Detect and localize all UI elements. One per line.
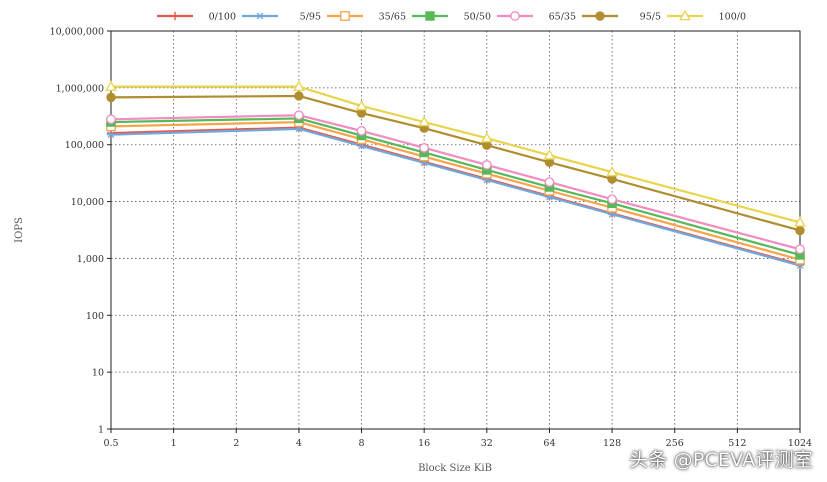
legend-label: 65/35	[549, 12, 576, 23]
data-point-100-0	[355, 99, 368, 111]
y-tick-label: 1	[98, 425, 104, 436]
series-line-35-65	[110, 120, 801, 261]
x-tick-label: 256	[666, 438, 684, 449]
y-axis-title: IOPS	[14, 217, 25, 243]
data-point-65-35	[607, 194, 617, 205]
legend-marker	[510, 11, 520, 21]
legend-item-5-95: 5/95	[242, 12, 321, 23]
x-tick-label: 128	[603, 438, 621, 449]
legend-item-100-0: 100/0	[667, 9, 746, 23]
series-line-100-0	[111, 85, 801, 224]
y-tick-label: 1,000,000	[56, 83, 104, 94]
legend-item-35-65: 35/65	[327, 11, 406, 23]
y-axis-ticks: 1 10 100 1,000 10,000 100,000 1,000,000 10,000,…	[50, 27, 111, 436]
data-point-65-35	[481, 160, 492, 170]
legend-label: 5/95	[300, 12, 321, 23]
y-tick-label: 10,000,000	[50, 27, 104, 38]
legend-marker	[340, 11, 350, 21]
data-point-100-0	[480, 132, 493, 143]
x-tick-label: 4	[296, 438, 302, 449]
legend-marker	[425, 11, 435, 21]
data-point-95-5	[795, 225, 805, 236]
legend-marker	[170, 11, 180, 21]
legend: 0/100 5/95 35/65 50/50 65/35 95/5 100/0	[157, 9, 746, 23]
legend-marker	[679, 9, 691, 21]
x-tick-label: 64	[543, 438, 555, 449]
data-point-65-35	[294, 110, 304, 121]
data-point-100-0	[418, 115, 431, 127]
data-point-100-0	[543, 149, 556, 160]
y-tick-label: 100	[86, 311, 104, 322]
data-point-65-35	[419, 143, 430, 153]
data-point-95-5	[294, 91, 304, 101]
y-tick-label: 1,000	[77, 254, 104, 265]
legend-item-50-50: 50/50	[412, 11, 491, 23]
data-point-65-35	[795, 244, 805, 255]
legend-label: 95/5	[640, 12, 661, 23]
data-point-65-35	[106, 114, 116, 125]
x-axis-title: Block Size KiB	[418, 463, 492, 474]
watermark-text: 头条 @PCEVA评测室	[629, 449, 813, 471]
x-tick-label: 8	[359, 438, 365, 449]
x-tick-label: 512	[728, 438, 746, 449]
series-line-95-5	[110, 94, 801, 232]
data-point-65-35	[356, 126, 367, 136]
legend-label: 100/0	[719, 12, 746, 23]
x-tick-label: 2	[233, 438, 239, 449]
x-tick-label: 1024	[788, 438, 812, 449]
y-tick-label: 100,000	[65, 140, 104, 151]
series-markers	[105, 80, 806, 269]
legend-marker	[595, 11, 605, 21]
legend-label: 0/100	[209, 12, 236, 23]
series-lines	[110, 85, 801, 267]
series-line-65-35	[110, 114, 801, 251]
data-point-100-0	[105, 80, 117, 91]
grid-lines	[111, 31, 800, 429]
legend-item-95-5: 95/5	[582, 11, 661, 23]
data-point-100-0	[606, 165, 619, 177]
legend-item-65-35: 65/35	[497, 11, 576, 23]
x-tick-label: 1	[171, 438, 177, 449]
legend-label: 35/65	[379, 12, 406, 23]
data-point-100-0	[292, 80, 305, 91]
y-tick-label: 10,000	[71, 197, 104, 208]
x-axis-ticks: 0.5 1 2 4 8 16 32 64 128 256 512 1024	[103, 429, 812, 449]
legend-marker	[255, 12, 265, 20]
legend-label: 50/50	[464, 12, 491, 23]
x-tick-label: 16	[418, 438, 430, 449]
series-line-50-50	[110, 117, 801, 257]
y-tick-label: 10	[92, 368, 104, 379]
data-point-95-5	[106, 92, 116, 103]
legend-item-0-100: 0/100	[157, 12, 236, 23]
x-tick-label: 32	[481, 438, 493, 449]
data-point-5-95	[106, 131, 116, 139]
data-point-100-0	[794, 216, 806, 227]
data-point-65-35	[544, 177, 555, 187]
series-line-5-95	[110, 127, 801, 267]
x-tick-label: 0.5	[103, 438, 118, 449]
